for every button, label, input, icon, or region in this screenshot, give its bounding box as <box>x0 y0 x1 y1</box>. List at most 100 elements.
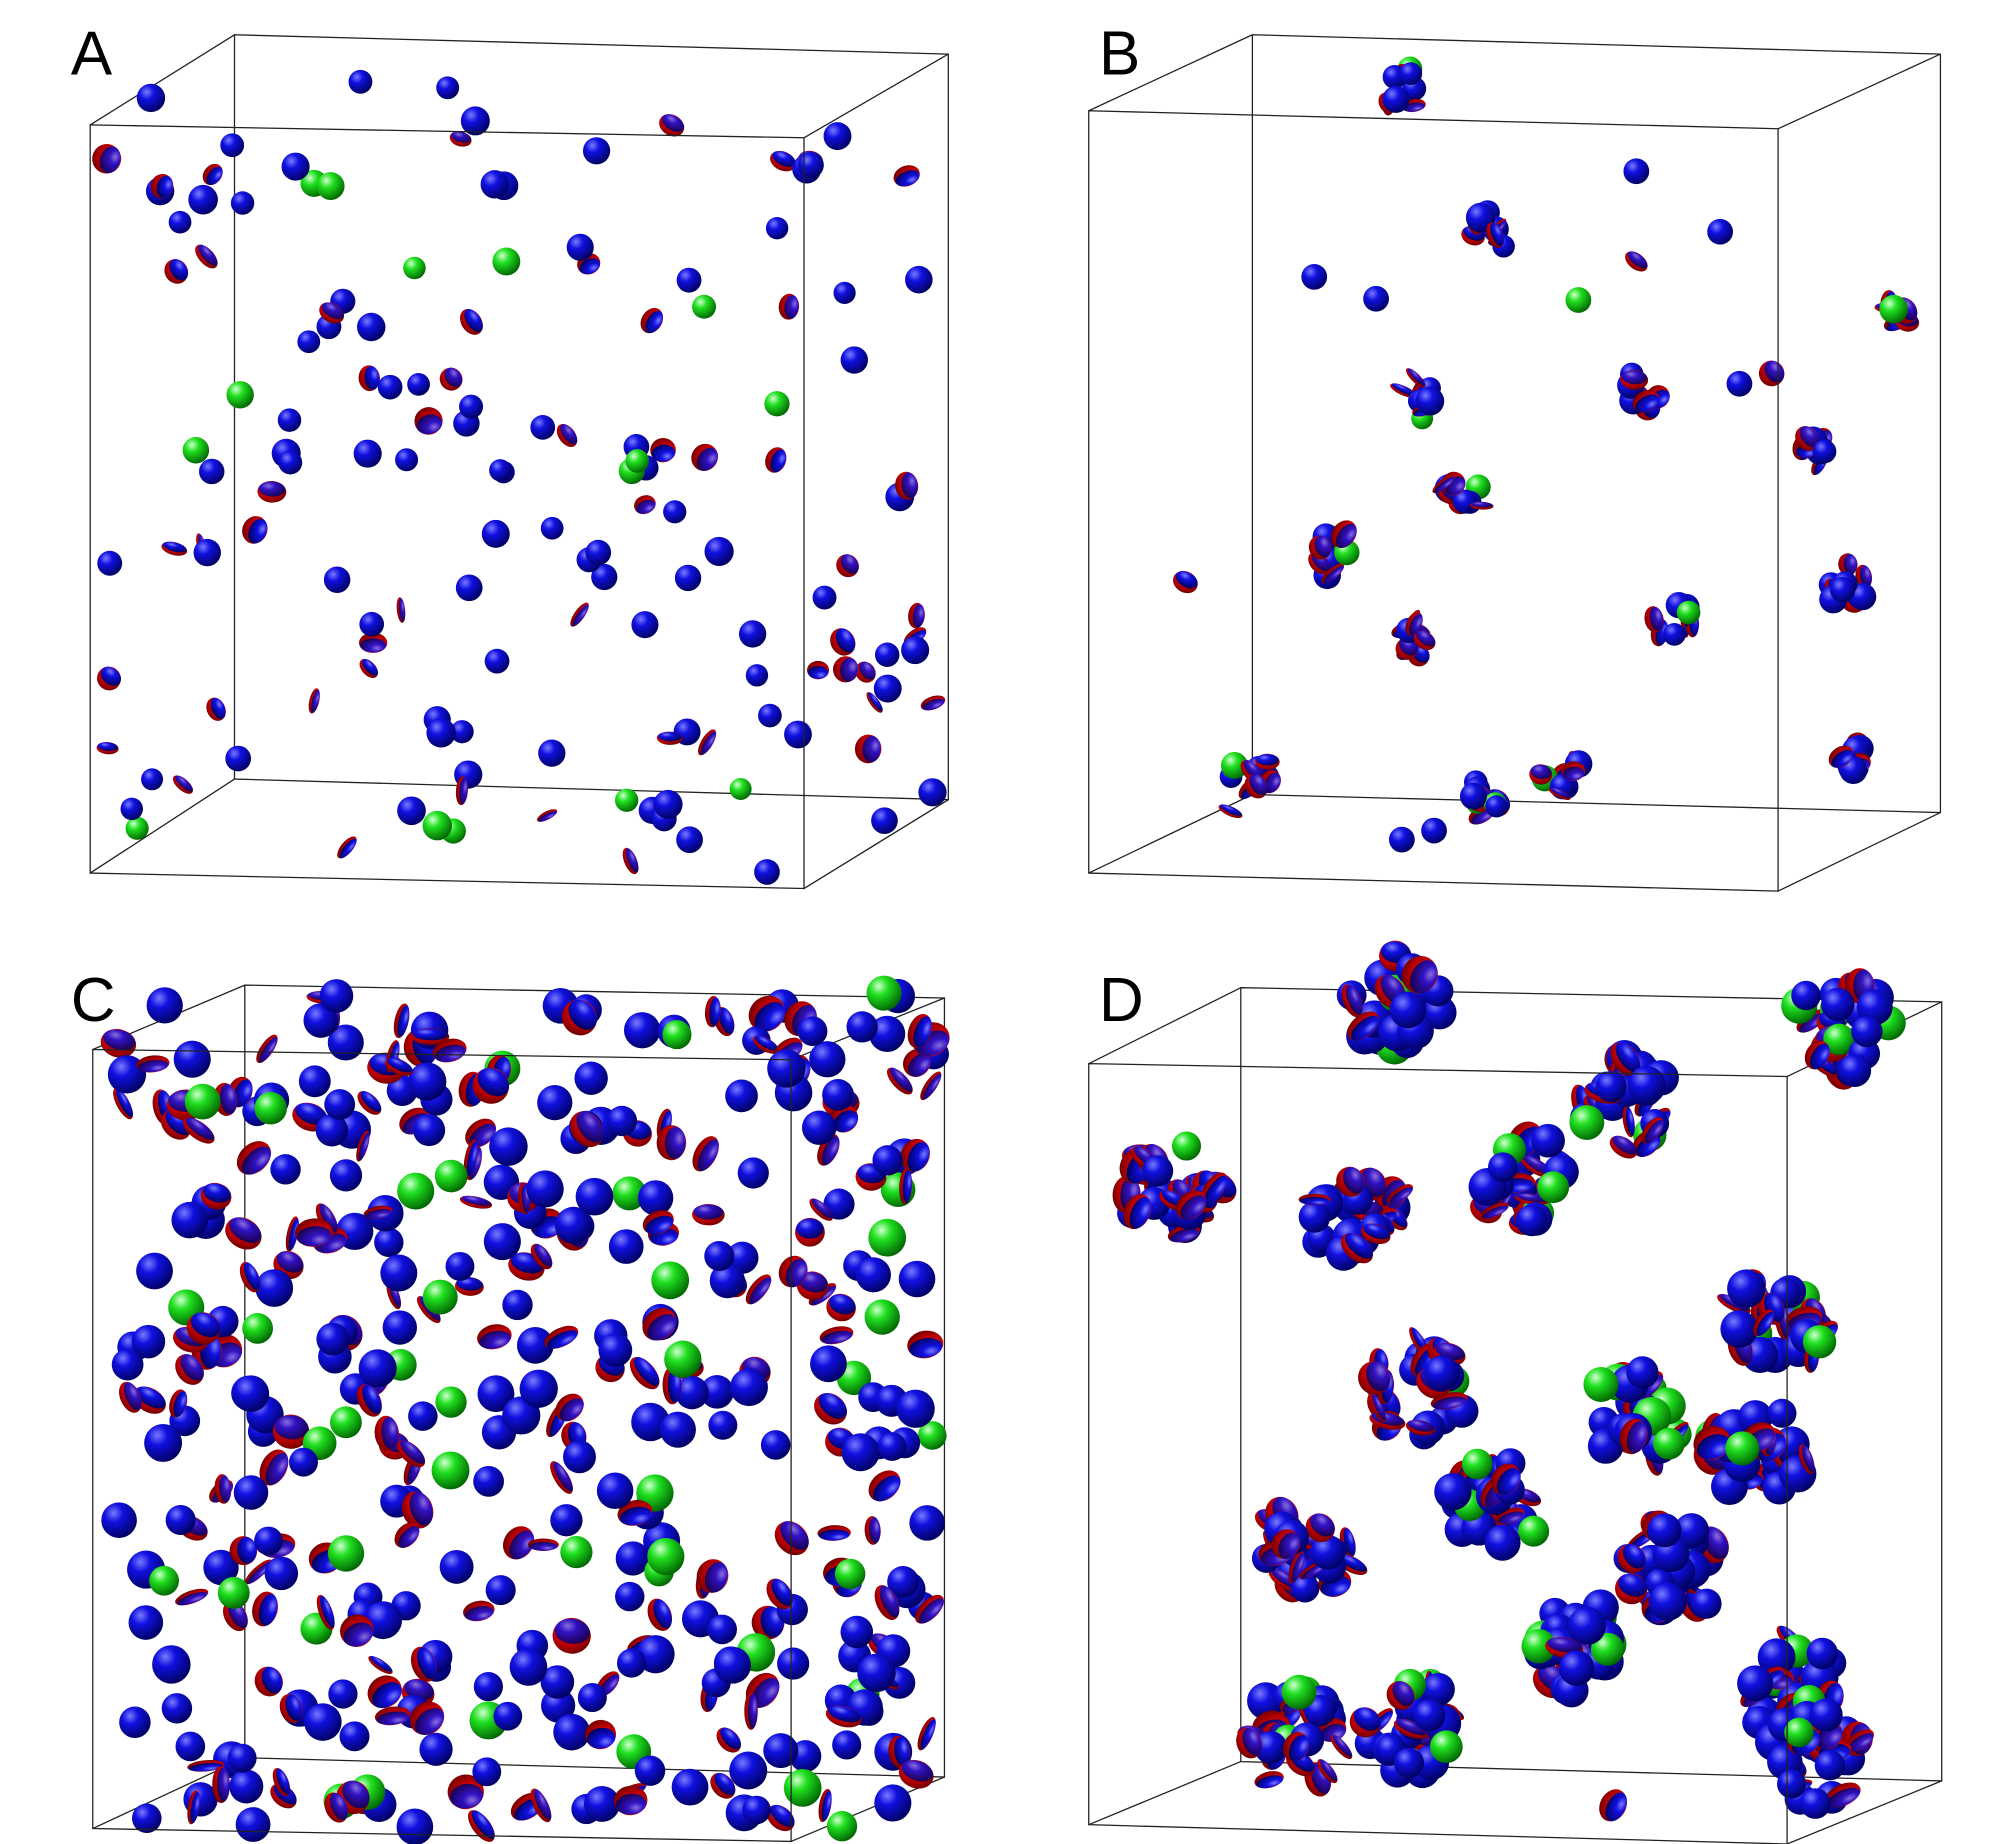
disc-rim <box>1403 102 1426 112</box>
blue-sphere <box>631 611 659 639</box>
disc <box>463 1600 495 1622</box>
disc <box>1236 1727 1263 1759</box>
green-sphere <box>1521 1628 1556 1664</box>
disc-rim <box>828 1294 856 1315</box>
blue-sphere <box>1254 1730 1288 1764</box>
disc-rim <box>833 1110 859 1133</box>
blue-sphere <box>1459 782 1487 810</box>
disc-rim <box>1345 985 1363 1015</box>
blue-sphere <box>1647 1513 1682 1548</box>
disc <box>1753 1309 1774 1337</box>
disc-rim <box>586 1727 616 1749</box>
disc-rim <box>922 698 945 711</box>
blue-sphere <box>801 1110 837 1145</box>
blue-sphere <box>615 1541 650 1576</box>
disc <box>1609 1135 1638 1159</box>
disc-rim <box>444 367 463 388</box>
disc <box>555 1393 584 1422</box>
disc-rim <box>434 1044 466 1062</box>
disc <box>401 1491 434 1529</box>
blue-sphere <box>264 1556 299 1591</box>
disc <box>272 1414 310 1449</box>
blue-sphere <box>374 1227 404 1258</box>
disc <box>477 1324 512 1350</box>
blue-sphere <box>704 1241 735 1272</box>
blue-sphere <box>1290 1573 1320 1603</box>
blue-sphere <box>136 83 166 113</box>
blue-sphere <box>229 1769 264 1804</box>
blue-sphere <box>141 768 164 791</box>
disc-rim <box>319 1203 338 1233</box>
disc-rim <box>697 1139 719 1171</box>
disc-rim <box>572 604 589 627</box>
disc <box>1845 1729 1874 1752</box>
disc-rim <box>1256 1775 1284 1789</box>
blue-sphere <box>128 1605 164 1640</box>
blue-sphere <box>255 1269 294 1307</box>
disc <box>279 1693 303 1724</box>
disc-rim <box>835 628 856 653</box>
disc <box>206 697 226 721</box>
disc-rim <box>1702 1526 1729 1560</box>
blue-sphere <box>877 1432 907 1461</box>
blue-sphere <box>1726 370 1753 397</box>
disc-rim <box>1256 754 1279 766</box>
disc <box>393 1003 410 1039</box>
blue-sphere <box>1720 1310 1759 1348</box>
blue-sphere <box>303 1003 339 1038</box>
green-sphere <box>764 391 790 417</box>
disc <box>319 302 345 324</box>
disc <box>225 1217 262 1250</box>
disc <box>409 1701 445 1736</box>
blue-sphere <box>455 574 483 602</box>
disc <box>97 666 121 691</box>
disc <box>770 150 796 172</box>
blue-sphere <box>489 459 512 482</box>
box-edge <box>803 799 949 890</box>
box <box>1088 987 1943 1844</box>
blue-sphere <box>896 1389 935 1428</box>
disc-rim <box>1801 1445 1815 1473</box>
disc-rim <box>288 1218 299 1251</box>
blue-sphere <box>519 1369 558 1408</box>
blue-sphere <box>537 1085 573 1121</box>
disc-rim <box>1264 772 1281 794</box>
disc-rim <box>1635 394 1659 413</box>
disc <box>1390 383 1417 398</box>
blue-sphere <box>136 1252 173 1290</box>
blue-sphere <box>97 550 123 576</box>
disc-rim <box>784 295 799 319</box>
disc <box>874 1585 900 1620</box>
disc <box>1288 1550 1305 1584</box>
disc <box>254 1666 283 1697</box>
disc <box>1529 764 1553 785</box>
blue-sphere <box>111 1348 144 1381</box>
disc <box>315 1203 338 1235</box>
disc <box>1255 753 1280 770</box>
disc <box>1282 1732 1310 1762</box>
green-sphere <box>431 1451 470 1490</box>
box-edge <box>89 34 235 126</box>
disc <box>1548 787 1571 800</box>
disc-rim <box>412 1028 448 1041</box>
disc-rim <box>1366 1361 1390 1392</box>
disc <box>356 1130 370 1162</box>
disc <box>1824 1782 1861 1808</box>
panel: D <box>1088 940 1943 1844</box>
disc-rim <box>1299 1196 1330 1205</box>
blue-sphere <box>297 330 321 354</box>
blue-sphere <box>473 1671 504 1702</box>
disc <box>829 1104 859 1133</box>
blue-sphere <box>235 1807 271 1842</box>
blue-sphere <box>563 1440 596 1474</box>
disc-rim <box>136 1386 166 1409</box>
blue-sphere <box>822 1078 854 1111</box>
blue-sphere <box>745 664 769 687</box>
disc <box>1173 570 1198 594</box>
disc-rim <box>320 1595 335 1628</box>
green-sphere <box>560 1536 593 1569</box>
disc <box>1644 606 1664 633</box>
blue-sphere <box>439 1549 474 1584</box>
disc <box>656 731 683 745</box>
